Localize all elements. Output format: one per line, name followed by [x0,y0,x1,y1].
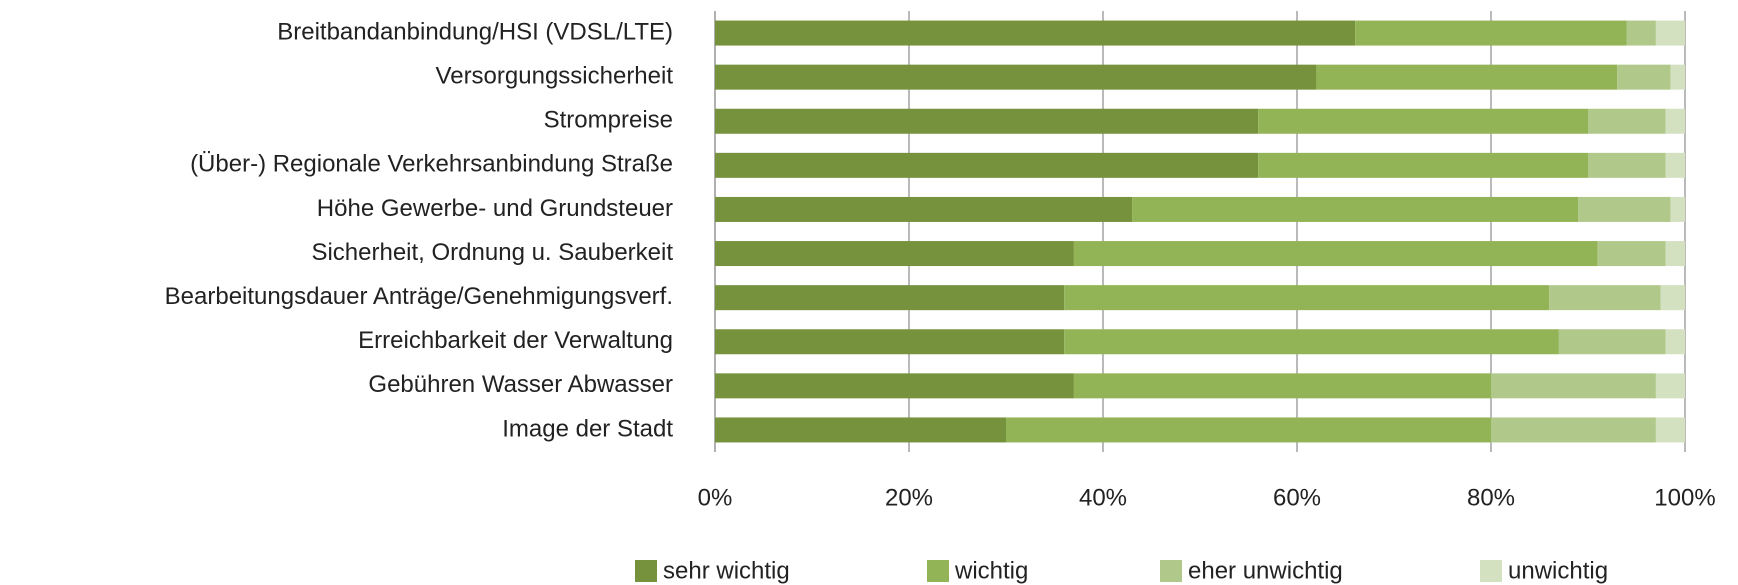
bar-segment [1665,329,1685,355]
bar-segment [1132,196,1579,222]
legend-swatch [635,560,657,582]
x-tick-label: 60% [1273,484,1321,511]
bar-segment [715,108,1259,134]
y-tick-label: Image der Stadt [502,415,673,442]
y-tick-label: Strompreise [544,107,673,134]
legend-swatch [927,560,949,582]
y-tick-label: Versorgungssicherheit [436,62,674,89]
legend-label: sehr wichtig [663,557,790,584]
bar-segment [715,152,1259,178]
legend-label: wichtig [954,557,1028,584]
bar-segment [715,285,1065,311]
y-tick-label: (Über-) Regionale Verkehrsanbindung Stra… [190,151,673,178]
bar-segment [1491,373,1656,399]
bar-segment [1258,108,1588,134]
bar-segment [1549,285,1661,311]
y-tick-label: Erreichbarkeit der Verwaltung [358,327,673,354]
bar-segment [1588,152,1666,178]
bar-segment [715,241,1074,267]
bar-segment [1655,20,1685,46]
legend-swatch [1160,560,1182,582]
bar-segment [1316,64,1618,90]
bar-segment [715,373,1074,399]
y-tick-label: Gebühren Wasser Abwasser [368,371,673,398]
bar-segment [1617,64,1671,90]
bar-segment [1578,196,1671,222]
y-tick-label: Breitbandanbindung/HSI (VDSL/LTE) [277,18,673,45]
bar-segment [1626,20,1656,46]
bar-segment [1597,241,1666,267]
bar-segment [715,64,1317,90]
bar-segment [1660,285,1685,311]
bar-segment [1258,152,1588,178]
bar-segment [1064,285,1550,311]
bar-segment [1491,417,1656,443]
bar-segment [1355,20,1627,46]
bar-segment [1655,373,1685,399]
legend-label: eher unwichtig [1188,557,1343,584]
bar-segment [1665,108,1685,134]
x-tick-label: 0% [698,484,733,511]
bar-segment [1006,417,1491,443]
bar-segment [1073,241,1598,267]
y-tick-label: Bearbeitungsdauer Anträge/Genehmigungsve… [165,283,673,310]
x-tick-label: 20% [885,484,933,511]
bar-segment [1064,329,1559,355]
bar-segment [1665,241,1685,267]
y-tick-label: Höhe Gewerbe- und Grundsteuer [317,195,673,222]
x-tick-label: 80% [1467,484,1515,511]
bar-segment [1665,152,1685,178]
bar-segment [1655,417,1685,443]
bar-segment [1073,373,1491,399]
bar-segment [1670,64,1685,90]
bar-segment [715,20,1356,46]
x-tick-label: 100% [1654,484,1715,511]
legend-swatch [1480,560,1502,582]
bar-segment [715,417,1006,443]
legend-label: unwichtig [1508,557,1608,584]
bar-segment [1558,329,1666,355]
bar-segment [1588,108,1666,134]
bar-segment [715,196,1133,222]
bar-segment [715,329,1065,355]
x-tick-label: 40% [1079,484,1127,511]
y-tick-label: Sicherheit, Ordnung u. Sauberkeit [311,239,673,266]
bar-segment [1670,196,1685,222]
